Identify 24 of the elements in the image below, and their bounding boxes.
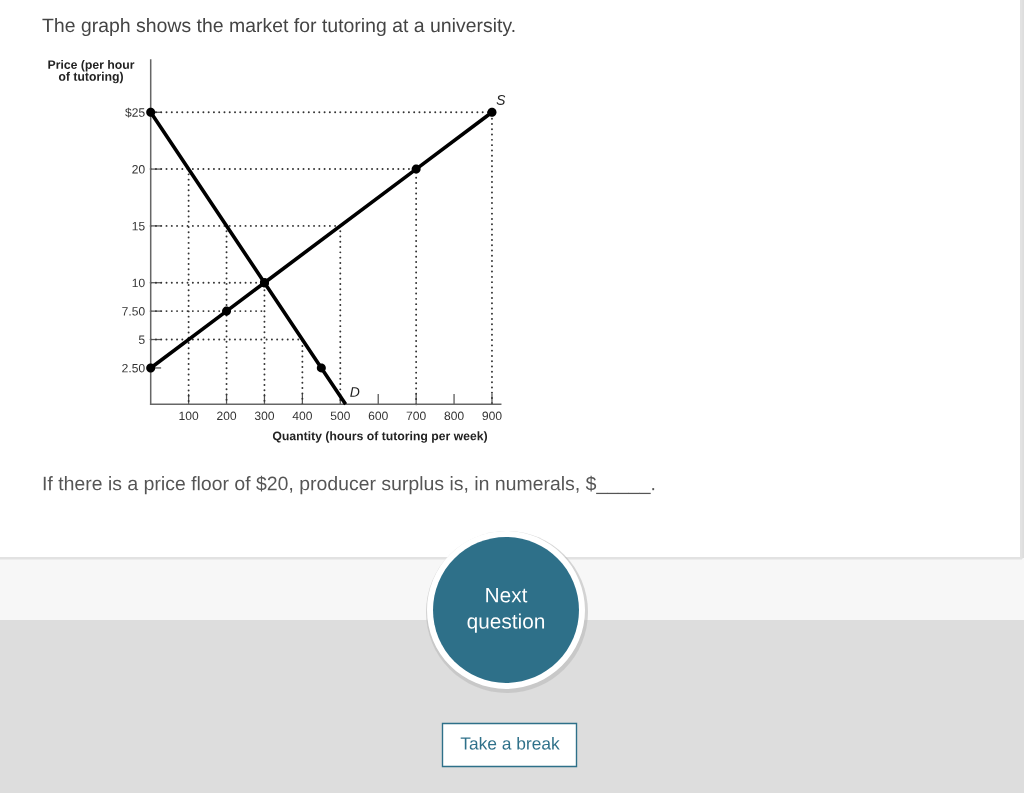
x-tick-label: 200 xyxy=(217,411,237,421)
x-tick-label: 600 xyxy=(368,411,388,421)
y-tick-label: 20 xyxy=(132,165,145,174)
y-axis-title: Price (per hour of tutoring) xyxy=(48,60,135,84)
series-label: S xyxy=(496,95,506,105)
y-tick-label: $25 xyxy=(125,107,145,118)
x-tick-label: 800 xyxy=(444,411,464,421)
y-tick-label: 2.50 xyxy=(122,363,145,373)
y-tick-label: 5 xyxy=(138,335,145,345)
x-tick-label: 500 xyxy=(330,411,350,421)
x-tick-label: 400 xyxy=(292,411,312,421)
text: Take a break xyxy=(460,736,560,750)
text: Next question xyxy=(467,587,545,633)
y-tick-label: 7.50 xyxy=(122,307,145,316)
x-tick-label: 900 xyxy=(482,411,502,421)
text: If there is a price floor of $20, producer surplus is, in numerals, $_____. xyxy=(43,475,655,495)
x-tick-label: 700 xyxy=(406,411,426,421)
y-tick-label: 15 xyxy=(132,221,145,231)
x-tick-label: 100 xyxy=(179,411,199,421)
x-axis-title: Quantity (hours of tutoring per week) xyxy=(272,431,488,443)
y-tick-label: 10 xyxy=(132,278,145,288)
chart-title: The graph shows the market for tutoring at a university. xyxy=(42,17,515,37)
series-label: D xyxy=(350,387,360,397)
x-tick-label: 300 xyxy=(254,411,275,421)
